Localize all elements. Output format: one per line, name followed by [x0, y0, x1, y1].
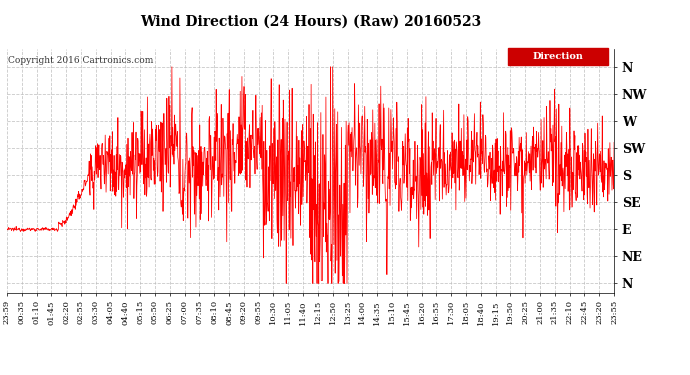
FancyBboxPatch shape	[508, 48, 608, 64]
Text: Wind Direction (24 Hours) (Raw) 20160523: Wind Direction (24 Hours) (Raw) 20160523	[140, 15, 481, 29]
Text: Copyright 2016 Cartronics.com: Copyright 2016 Cartronics.com	[8, 56, 153, 65]
Text: Direction: Direction	[532, 52, 583, 61]
